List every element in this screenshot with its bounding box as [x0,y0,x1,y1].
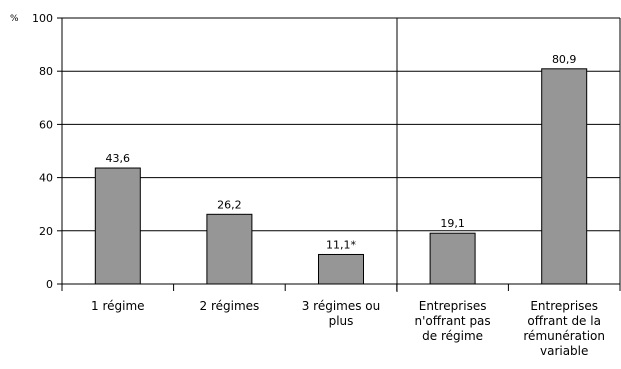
bar [318,253,364,285]
category-label-line: 1 régime [91,299,145,313]
category-label: 2 régimes [200,299,260,313]
y-tick-label: 100 [32,12,53,25]
bar [429,232,476,285]
category-label-line: offrant de la [527,314,601,328]
category-label-line: plus [329,314,354,328]
category-labels: 1 régime 2 régimes 3 régimes ou plus Entrepr… [91,299,605,358]
data-label: 19,1 [440,217,465,230]
category-label-line: 3 régimes ou [302,299,381,313]
category-label-line: 2 régimes [200,299,260,313]
category-label-line: rémunération [523,329,605,343]
bar [541,68,588,285]
bar [206,213,253,285]
category-label: 3 régimes ou plus [302,299,381,328]
data-label: 26,2 [217,198,242,211]
data-label: 11,1* [326,238,356,251]
y-unit-label: % [10,14,19,24]
category-label: Entreprises offrant de la rémunération vari… [523,299,605,358]
category-label-line: variable [540,344,588,358]
y-tick-label: 40 [39,172,53,185]
bar [94,167,141,285]
category-label: Entreprises n'offrant pas de régime [415,299,491,343]
gridlines [62,17,620,232]
y-tick-label: 60 [39,118,53,131]
data-label: 80,9 [552,53,577,66]
data-labels: 43,6 26,2 11,1* 19,1 80,9 [106,53,577,252]
category-label-line: Entreprises [530,299,598,313]
y-tick-label: 0 [46,278,53,291]
y-tick-label: 80 [39,65,53,78]
data-label: 43,6 [106,152,131,165]
category-label-line: n'offrant pas [415,314,491,328]
bars [94,68,588,285]
category-label-line: de régime [422,329,483,343]
x-ticks [61,284,621,291]
category-label: 1 régime [91,299,145,313]
y-ticks: 0 20 40 60 80 100 [32,12,62,291]
y-tick-label: 20 [39,225,53,238]
category-label-line: Entreprises [419,299,487,313]
axes [61,18,621,292]
